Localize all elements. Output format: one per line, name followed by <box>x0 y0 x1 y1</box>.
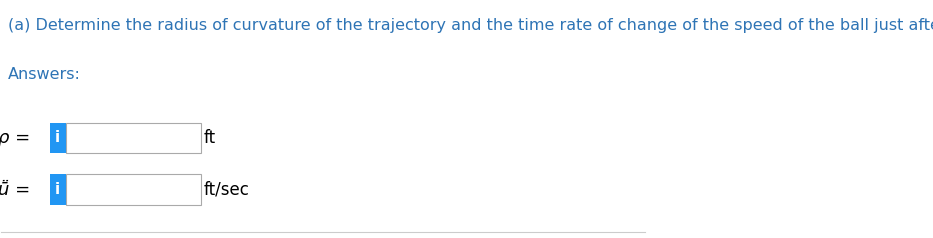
FancyBboxPatch shape <box>49 123 65 153</box>
FancyBboxPatch shape <box>65 174 201 205</box>
Text: Answers:: Answers: <box>7 67 80 82</box>
Text: i: i <box>55 130 61 145</box>
FancyBboxPatch shape <box>65 123 201 153</box>
Text: ρ =: ρ = <box>0 129 31 147</box>
Text: ṻ =: ṻ = <box>0 181 31 198</box>
Text: i: i <box>55 182 61 197</box>
Text: ft: ft <box>204 129 216 147</box>
FancyBboxPatch shape <box>49 174 65 205</box>
Text: ft/sec: ft/sec <box>204 181 250 198</box>
Text: (a) Determine the radius of curvature of the trajectory and the time rate of cha: (a) Determine the radius of curvature of… <box>7 18 933 33</box>
